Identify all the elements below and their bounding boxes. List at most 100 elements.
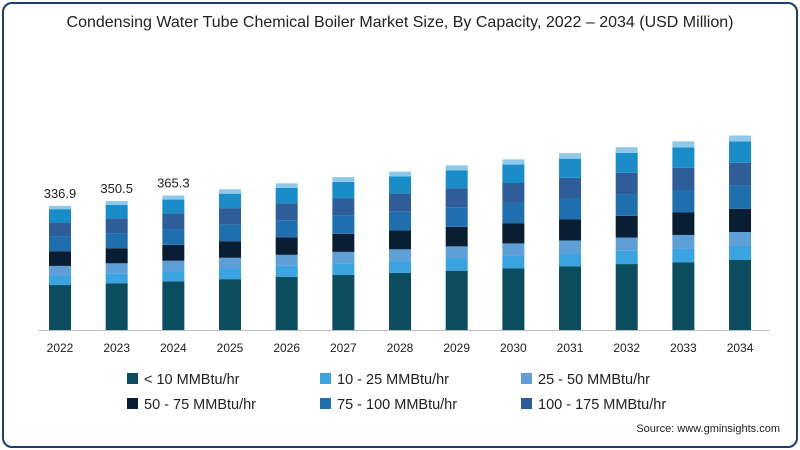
bar-segment-2030-s7 bbox=[502, 159, 525, 165]
bar-segment-2023-s1 bbox=[105, 273, 128, 284]
bar-segment-2030-s5 bbox=[502, 183, 525, 203]
legend-swatch-5 bbox=[521, 398, 532, 409]
x-tick-label-2027: 2027 bbox=[330, 341, 357, 355]
bar-segment-2029-s5 bbox=[445, 188, 468, 208]
bar-segment-2029-s7 bbox=[445, 165, 468, 171]
bar-segment-2030-s2 bbox=[502, 243, 525, 256]
bar-segment-2027-s4 bbox=[332, 215, 355, 234]
bar-segment-2029-s1 bbox=[445, 258, 468, 271]
legend-label-5: 100 - 175 MMBtu/hr bbox=[538, 397, 666, 413]
bar-segment-2026-s2 bbox=[275, 254, 298, 266]
bar-segment-2027-s7 bbox=[332, 177, 355, 182]
bar-segment-2022-s6 bbox=[49, 209, 71, 223]
bar-segment-2024-s2 bbox=[162, 260, 185, 272]
bar-segment-2027-s2 bbox=[332, 251, 355, 264]
x-tick-label-2026: 2026 bbox=[273, 341, 300, 355]
bar-segment-2033-s3 bbox=[672, 212, 695, 235]
x-tick-label-2032: 2032 bbox=[613, 341, 640, 355]
bar-segment-2034-s2 bbox=[729, 232, 752, 246]
bar-segment-2026-s4 bbox=[275, 220, 298, 238]
legend-swatch-3 bbox=[127, 398, 138, 409]
bar-segment-2033-s2 bbox=[672, 234, 695, 249]
x-tick-label-2028: 2028 bbox=[387, 341, 414, 355]
bar-segment-2022-s5 bbox=[49, 222, 71, 237]
bar-segment-2029-s4 bbox=[445, 207, 468, 227]
bar-segment-2022-s4 bbox=[49, 236, 71, 252]
bar-segment-2028-s4 bbox=[389, 211, 412, 231]
x-tick-label-2022: 2022 bbox=[47, 341, 74, 355]
bar-segment-2034-s3 bbox=[729, 208, 752, 232]
bar-segment-2023-s3 bbox=[105, 248, 128, 264]
bar-segment-2025-s7 bbox=[219, 189, 242, 194]
bar-segment-2034-s4 bbox=[729, 185, 752, 209]
x-tick-label-2023: 2023 bbox=[103, 341, 130, 355]
data-label-2023: 350.5 bbox=[100, 181, 133, 196]
bar-segment-2030-s1 bbox=[502, 255, 525, 269]
bar-segment-2032-s5 bbox=[615, 172, 638, 195]
bar-segment-2027-s5 bbox=[332, 198, 355, 216]
bar-segment-2025-s0 bbox=[219, 279, 242, 330]
bar-segment-2024-s3 bbox=[162, 244, 185, 261]
bar-segment-2029-s0 bbox=[445, 270, 468, 330]
bar-segment-2029-s6 bbox=[445, 170, 468, 189]
bar-segment-2033-s7 bbox=[672, 141, 695, 148]
bar-segment-2022-s3 bbox=[49, 251, 71, 266]
bar-segment-2028-s2 bbox=[389, 249, 412, 262]
bar-segment-2034-s5 bbox=[729, 162, 752, 186]
bar-segment-2032-s4 bbox=[615, 194, 638, 216]
x-tick-label-2024: 2024 bbox=[160, 341, 187, 355]
source-note: Source: www.gminsights.com bbox=[636, 423, 780, 435]
bar-segment-2030-s0 bbox=[502, 268, 525, 330]
bar-segment-2033-s5 bbox=[672, 167, 695, 190]
bar-segment-2023-s2 bbox=[105, 263, 128, 274]
bar-segment-2024-s0 bbox=[162, 281, 185, 330]
bar-segment-2031-s1 bbox=[559, 253, 582, 267]
bar-segment-2033-s4 bbox=[672, 190, 695, 213]
bar-segment-2024-s5 bbox=[162, 213, 185, 230]
bar-segment-2027-s1 bbox=[332, 263, 355, 275]
bar-segment-2026-s5 bbox=[275, 203, 298, 221]
bar-segment-2033-s6 bbox=[672, 147, 695, 168]
bar-segment-2028-s6 bbox=[389, 176, 412, 194]
bar-segment-2024-s4 bbox=[162, 229, 185, 245]
bar-segment-2024-s7 bbox=[162, 195, 185, 200]
bar-segment-2026-s1 bbox=[275, 265, 298, 277]
legend-label-1: 10 - 25 MMBtu/hr bbox=[337, 372, 449, 388]
legend-label-4: 75 - 100 MMBtu/hr bbox=[337, 397, 457, 413]
bar-segment-2027-s6 bbox=[332, 181, 355, 199]
x-tick-label-2029: 2029 bbox=[443, 341, 470, 355]
bar-segment-2023-s4 bbox=[105, 233, 128, 249]
bar-segment-2034-s0 bbox=[729, 260, 752, 330]
x-tick-label-2031: 2031 bbox=[557, 341, 584, 355]
bar-segment-2030-s3 bbox=[502, 223, 525, 244]
bar-segment-2028-s1 bbox=[389, 261, 412, 273]
bar-segment-2029-s2 bbox=[445, 246, 468, 259]
bar-segment-2025-s2 bbox=[219, 257, 242, 269]
bar-segment-2032-s2 bbox=[615, 237, 638, 251]
bar-segment-2024-s6 bbox=[162, 199, 185, 214]
data-label-2024: 365.3 bbox=[157, 176, 190, 191]
bar-segment-2030-s6 bbox=[502, 164, 525, 183]
bar-segment-2027-s3 bbox=[332, 233, 355, 252]
bar-segment-2028-s5 bbox=[389, 193, 412, 212]
bar-segment-2034-s7 bbox=[729, 135, 752, 142]
data-label-2022: 336.9 bbox=[44, 186, 77, 201]
legend-swatch-4 bbox=[320, 398, 331, 409]
legend-swatch-1 bbox=[320, 373, 331, 384]
bar-segment-2022-s2 bbox=[49, 265, 71, 276]
x-tick-label-2034: 2034 bbox=[727, 341, 754, 355]
bar-segment-2025-s3 bbox=[219, 241, 242, 258]
bar-segment-2029-s3 bbox=[445, 226, 468, 247]
legend-swatch-0 bbox=[127, 373, 138, 384]
bar-segment-2031-s5 bbox=[559, 177, 582, 199]
bar-segment-2026-s7 bbox=[275, 183, 298, 188]
x-tick-label-2033: 2033 bbox=[670, 341, 697, 355]
bar-segment-2022-s1 bbox=[49, 275, 71, 286]
legend-label-3: 50 - 75 MMBtu/hr bbox=[144, 397, 256, 413]
bar-segment-2025-s1 bbox=[219, 268, 242, 280]
bar-segment-2032-s1 bbox=[615, 250, 638, 265]
bar-segment-2032-s7 bbox=[615, 147, 638, 153]
bar-segment-2028-s0 bbox=[389, 272, 412, 330]
bar-segment-2023-s5 bbox=[105, 218, 128, 234]
